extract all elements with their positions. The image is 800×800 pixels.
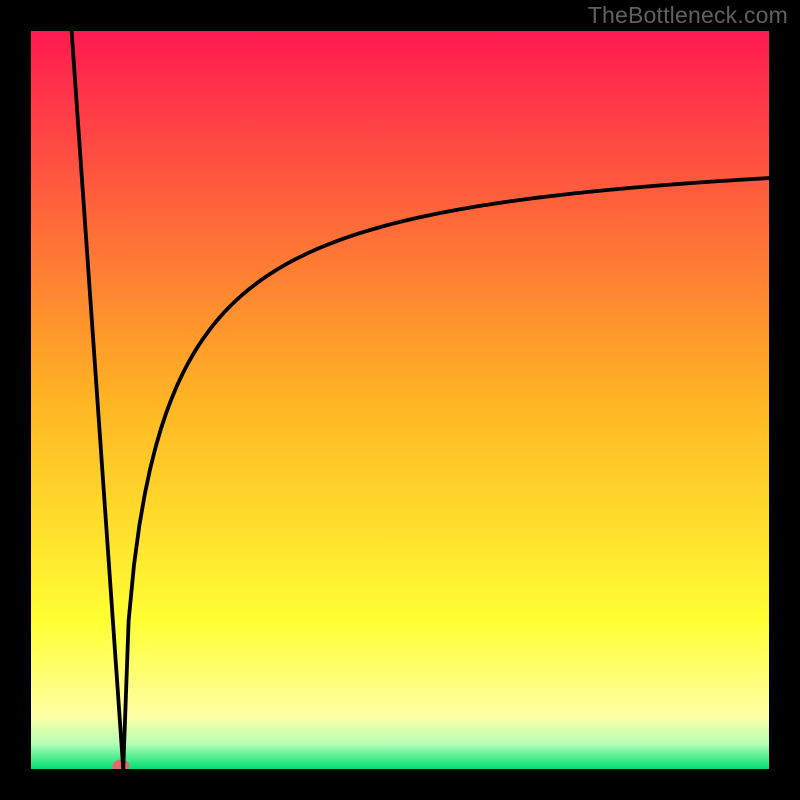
plot-area [31, 31, 769, 769]
curve-descending [72, 31, 124, 769]
chart-frame: TheBottleneck.com [0, 0, 800, 800]
watermark-text: TheBottleneck.com [588, 2, 788, 29]
curve-ascending [123, 178, 769, 769]
curve-layer [31, 31, 769, 769]
